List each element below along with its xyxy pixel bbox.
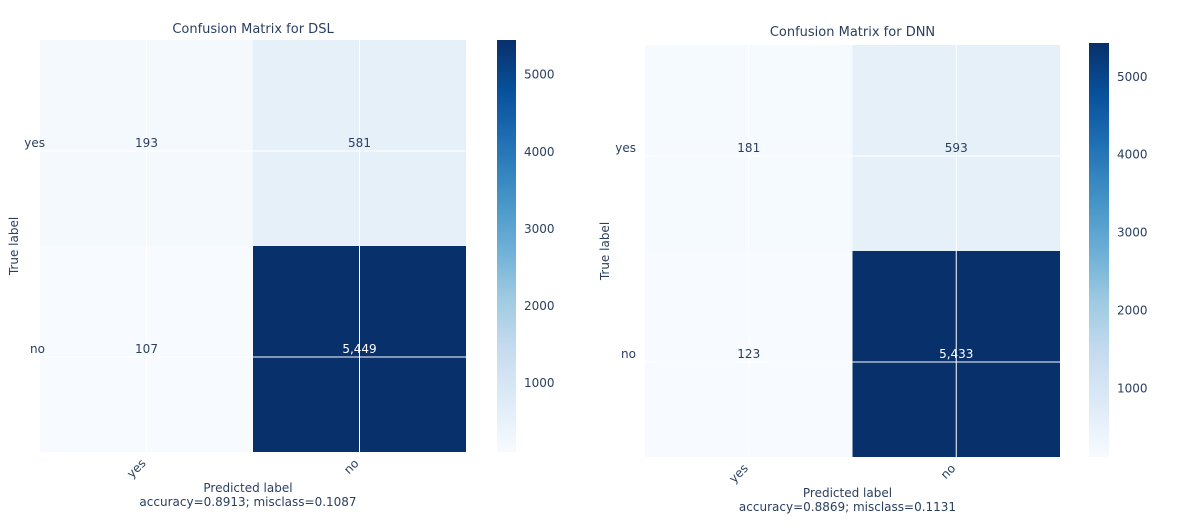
- colorbar: [1089, 43, 1109, 457]
- cell-value-label: 593: [945, 141, 968, 155]
- cell-value-label: 181: [737, 141, 760, 155]
- y-tick-label: yes: [24, 136, 45, 150]
- y-tick-label: yes: [615, 141, 636, 155]
- cell-value-label: 193: [135, 136, 158, 150]
- colorbar-tick-label: 1000: [1117, 382, 1148, 396]
- x-tick-label: no: [341, 456, 361, 476]
- colorbar-tick-label: 3000: [524, 222, 555, 236]
- colorbar-tick-label: 4000: [1117, 148, 1148, 162]
- cell-value-label: 123: [737, 347, 760, 361]
- accuracy-footer: accuracy=0.8913; misclass=0.1087: [139, 495, 356, 509]
- cell-value-label: 107: [135, 342, 158, 356]
- cell-value-label: 5,449: [342, 342, 376, 356]
- colorbar-tick-label: 3000: [1117, 226, 1148, 240]
- cell-value-label: 581: [348, 136, 371, 150]
- colorbar: [497, 40, 516, 452]
- chart-title: Confusion Matrix for DNN: [770, 25, 935, 40]
- colorbar-tick-label: 1000: [524, 376, 555, 390]
- confusion-matrix-dsl: Confusion Matrix for DSL 193 581 107 5,449 ye…: [7, 22, 555, 509]
- confusion-matrix-dnn: Confusion Matrix for DNN 181 593 123 5,433 ye…: [598, 25, 1148, 514]
- x-axis-title: Predicted label: [803, 486, 892, 500]
- y-axis-title: True label: [598, 222, 612, 281]
- y-tick-label: no: [30, 342, 45, 356]
- x-tick-label: yes: [726, 461, 751, 486]
- x-tick-label: yes: [124, 456, 149, 481]
- colorbar-tick-label: 4000: [524, 145, 555, 159]
- colorbar-tick-label: 2000: [524, 299, 555, 313]
- accuracy-footer: accuracy=0.8869; misclass=0.1131: [739, 500, 956, 514]
- x-axis-title: Predicted label: [203, 481, 292, 495]
- colorbar-tick-label: 2000: [1117, 304, 1148, 318]
- cell-value-label: 5,433: [939, 347, 973, 361]
- y-tick-label: no: [621, 347, 636, 361]
- colorbar-tick-label: 5000: [1117, 70, 1148, 84]
- colorbar-tick-label: 5000: [524, 68, 555, 82]
- y-axis-title: True label: [7, 217, 21, 276]
- x-tick-label: no: [938, 461, 958, 481]
- chart-title: Confusion Matrix for DSL: [172, 22, 334, 37]
